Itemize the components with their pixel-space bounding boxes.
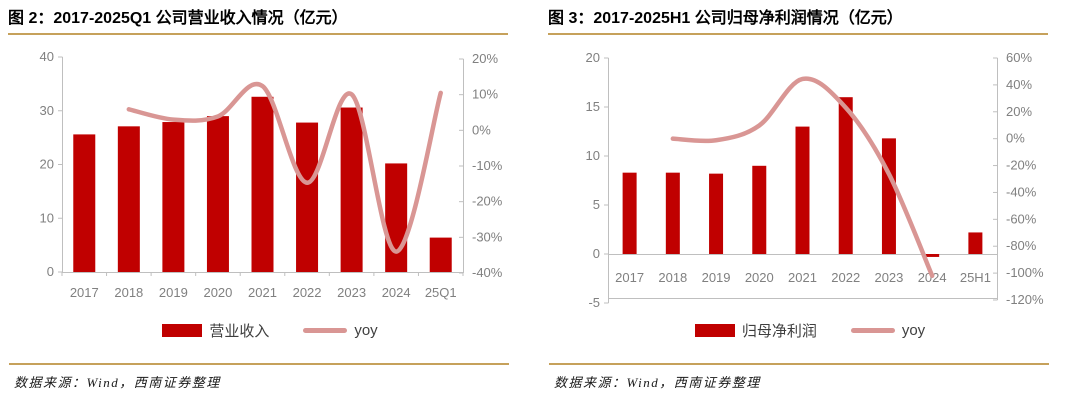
source-note: 数据来源：Wind，西南证券整理 (14, 375, 221, 390)
bar-swatch-icon (694, 323, 735, 337)
svg-text:0%: 0% (472, 122, 491, 137)
svg-text:5: 5 (593, 197, 600, 212)
legend-item-bar: 营业收入 (162, 320, 269, 341)
source-divider (9, 363, 509, 365)
bar-series (622, 97, 983, 257)
svg-text:60%: 60% (1006, 50, 1032, 65)
svg-text:15: 15 (586, 99, 600, 114)
axes (58, 56, 464, 276)
axis-labels: 0 10 20 30 40 20% 10% 0% -10% -20% -30% -40% 2017 201… (40, 49, 503, 300)
revenue-combo-chart: 0 10 20 30 40 20% 10% 0% -10% -20% -30% -40% 2017 201… (40, 49, 503, 300)
x-axis-label: 2024 (382, 285, 411, 300)
bar (73, 134, 96, 272)
legend-bar-label: 营业收入 (209, 322, 270, 340)
x-axis-label: 2017 (70, 285, 99, 300)
line-swatch-icon (303, 327, 348, 333)
x-axis-label: 2019 (702, 270, 731, 285)
x-axis-label: 2020 (745, 270, 774, 285)
x-axis-label: 25H1 (960, 270, 991, 285)
svg-text:-20%: -20% (1006, 158, 1037, 173)
bar (925, 254, 940, 257)
bar (795, 126, 810, 254)
revenue-chart-title: 图 2：2017-2025Q1 公司营业收入情况（亿元） (8, 10, 348, 27)
svg-text:-10%: -10% (472, 158, 503, 173)
bar (665, 172, 680, 254)
bar (709, 173, 724, 254)
x-axis-label: 2018 (658, 270, 687, 285)
yoy-line (126, 81, 443, 254)
legend-item-line: yoy (850, 321, 926, 339)
bar (881, 138, 896, 254)
svg-text:0%: 0% (1006, 131, 1025, 146)
x-axis-label: 2022 (293, 285, 322, 300)
x-axis-label: 2022 (831, 270, 860, 285)
bar (117, 126, 140, 273)
x-axis-label: 2023 (874, 270, 903, 285)
bar (162, 122, 185, 272)
x-axis-label: 2020 (203, 285, 232, 300)
svg-text:-100%: -100% (1006, 265, 1044, 280)
bar (340, 107, 363, 273)
net-profit-chart-title: 图 3：2017-2025H1 公司归母净利润情况（亿元） (548, 10, 903, 27)
net-profit-combo-chart: 20 15 10 5 0 -5 60% 40% 20% 0% -20% -40% -60% -80% -10… (586, 50, 1044, 310)
legend-bar-label: 归母净利润 (741, 322, 817, 340)
svg-text:-20%: -20% (472, 194, 503, 209)
revenue-chart-panel: 图 2：2017-2025Q1 公司营业收入情况（亿元） 0 10 20 30 40 20… (0, 10, 540, 390)
svg-text:0: 0 (47, 264, 54, 279)
x-axis-label: 2021 (788, 270, 817, 285)
bar (385, 163, 408, 272)
svg-text:20%: 20% (472, 51, 498, 66)
svg-text:10%: 10% (472, 87, 498, 102)
legend-line-label: yoy (901, 321, 926, 339)
svg-text:-40%: -40% (472, 265, 503, 280)
revenue-chart-legend: 营业收入 yoy (0, 319, 540, 341)
legend-line-label: yoy (354, 321, 378, 339)
svg-text:-80%: -80% (1006, 238, 1037, 253)
x-axis-label: 2023 (337, 285, 366, 300)
source-divider (549, 363, 1049, 365)
yoy-line (670, 76, 935, 279)
svg-text:-5: -5 (588, 295, 600, 310)
line-swatch-icon (850, 327, 895, 333)
source-note: 数据来源：Wind，西南证券整理 (554, 375, 761, 390)
bar (251, 96, 274, 273)
legend-item-bar: 归母净利润 (694, 320, 817, 341)
bar-swatch-icon (162, 323, 203, 337)
bar (296, 122, 319, 272)
svg-text:-40%: -40% (1006, 184, 1037, 199)
bar-series (73, 96, 452, 273)
svg-text:20: 20 (586, 50, 600, 65)
svg-text:20%: 20% (1006, 104, 1032, 119)
svg-text:-30%: -30% (472, 229, 503, 244)
svg-text:30: 30 (40, 103, 54, 118)
net-profit-chart-legend: 归母净利润 yoy (540, 319, 1080, 341)
x-axis-label: 2017 (615, 270, 644, 285)
bar (968, 232, 983, 254)
x-axis-label: 25Q1 (425, 285, 457, 300)
x-axis-label: 2018 (114, 285, 143, 300)
bar (838, 97, 853, 254)
net-profit-chart-panel: 图 3：2017-2025H1 公司归母净利润情况（亿元） 20 15 10 5 0 -5… (540, 0, 1080, 401)
svg-text:40: 40 (40, 49, 54, 64)
svg-text:0: 0 (593, 246, 600, 261)
title-underline (8, 33, 508, 35)
title-underline (548, 33, 1048, 35)
bar (206, 116, 229, 272)
svg-text:-120%: -120% (1006, 292, 1044, 307)
svg-text:40%: 40% (1006, 77, 1032, 92)
svg-text:10: 10 (40, 210, 54, 225)
legend-item-line: yoy (303, 321, 378, 339)
bar (752, 165, 767, 254)
bar (429, 237, 452, 272)
axis-labels: 20 15 10 5 0 -5 60% 40% 20% 0% -20% -40% -60% -80% -10… (586, 50, 1044, 310)
svg-text:20: 20 (40, 157, 54, 172)
svg-text:10: 10 (586, 148, 600, 163)
x-axis-label: 2021 (248, 285, 277, 300)
bar (622, 172, 637, 254)
x-axis-label: 2019 (159, 285, 188, 300)
svg-text:-60%: -60% (1006, 211, 1037, 226)
